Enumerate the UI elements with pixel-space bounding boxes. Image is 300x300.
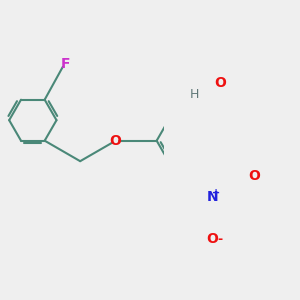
Text: O: O bbox=[207, 232, 219, 245]
Text: O: O bbox=[110, 134, 122, 148]
Text: N: N bbox=[207, 190, 218, 204]
Text: -: - bbox=[218, 232, 223, 246]
Text: +: + bbox=[212, 188, 220, 198]
Text: F: F bbox=[60, 57, 70, 71]
Text: O: O bbox=[248, 169, 260, 183]
Text: O: O bbox=[214, 76, 226, 90]
Text: H: H bbox=[190, 88, 200, 101]
